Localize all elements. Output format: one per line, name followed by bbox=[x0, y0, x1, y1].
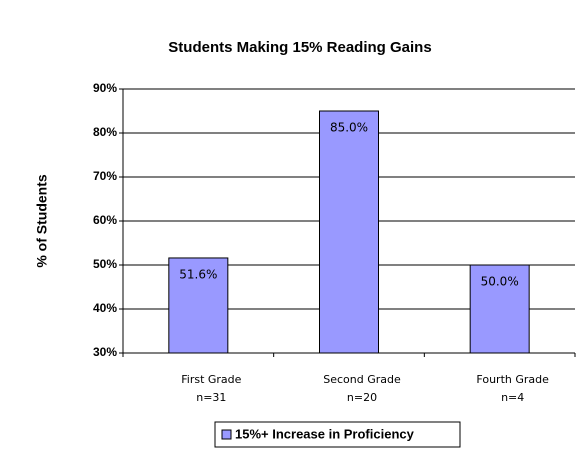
y-tick-label: 40% bbox=[93, 301, 117, 315]
x-tick-note: n=4 bbox=[501, 391, 524, 404]
x-tick-label: Second Grade bbox=[323, 373, 401, 386]
y-tick-label: 70% bbox=[93, 169, 117, 183]
legend-box bbox=[214, 421, 461, 448]
legend-label: 15%+ Increase in Proficiency bbox=[235, 426, 415, 441]
x-tick-label: First Grade bbox=[181, 373, 241, 386]
data-label: 50.0% bbox=[481, 275, 519, 289]
y-axis-label: % of Students bbox=[34, 174, 50, 268]
x-tick-note: n=20 bbox=[347, 391, 377, 404]
x-tick-label: Fourth Grade bbox=[476, 373, 549, 386]
y-tick-label: 80% bbox=[93, 125, 117, 139]
data-label: 51.6% bbox=[179, 267, 217, 281]
y-tick-label: 30% bbox=[93, 345, 117, 359]
legend-swatch bbox=[221, 429, 232, 440]
y-tick-label: 60% bbox=[93, 213, 117, 227]
bar bbox=[469, 264, 530, 354]
data-label: 85.0% bbox=[330, 121, 368, 135]
x-tick-note: n=31 bbox=[196, 391, 226, 404]
chart-title: Students Making 15% Reading Gains bbox=[168, 39, 431, 56]
bar bbox=[319, 110, 379, 354]
bar bbox=[168, 257, 229, 354]
y-tick-label: 50% bbox=[93, 257, 117, 271]
y-tick-label: 90% bbox=[93, 81, 117, 95]
